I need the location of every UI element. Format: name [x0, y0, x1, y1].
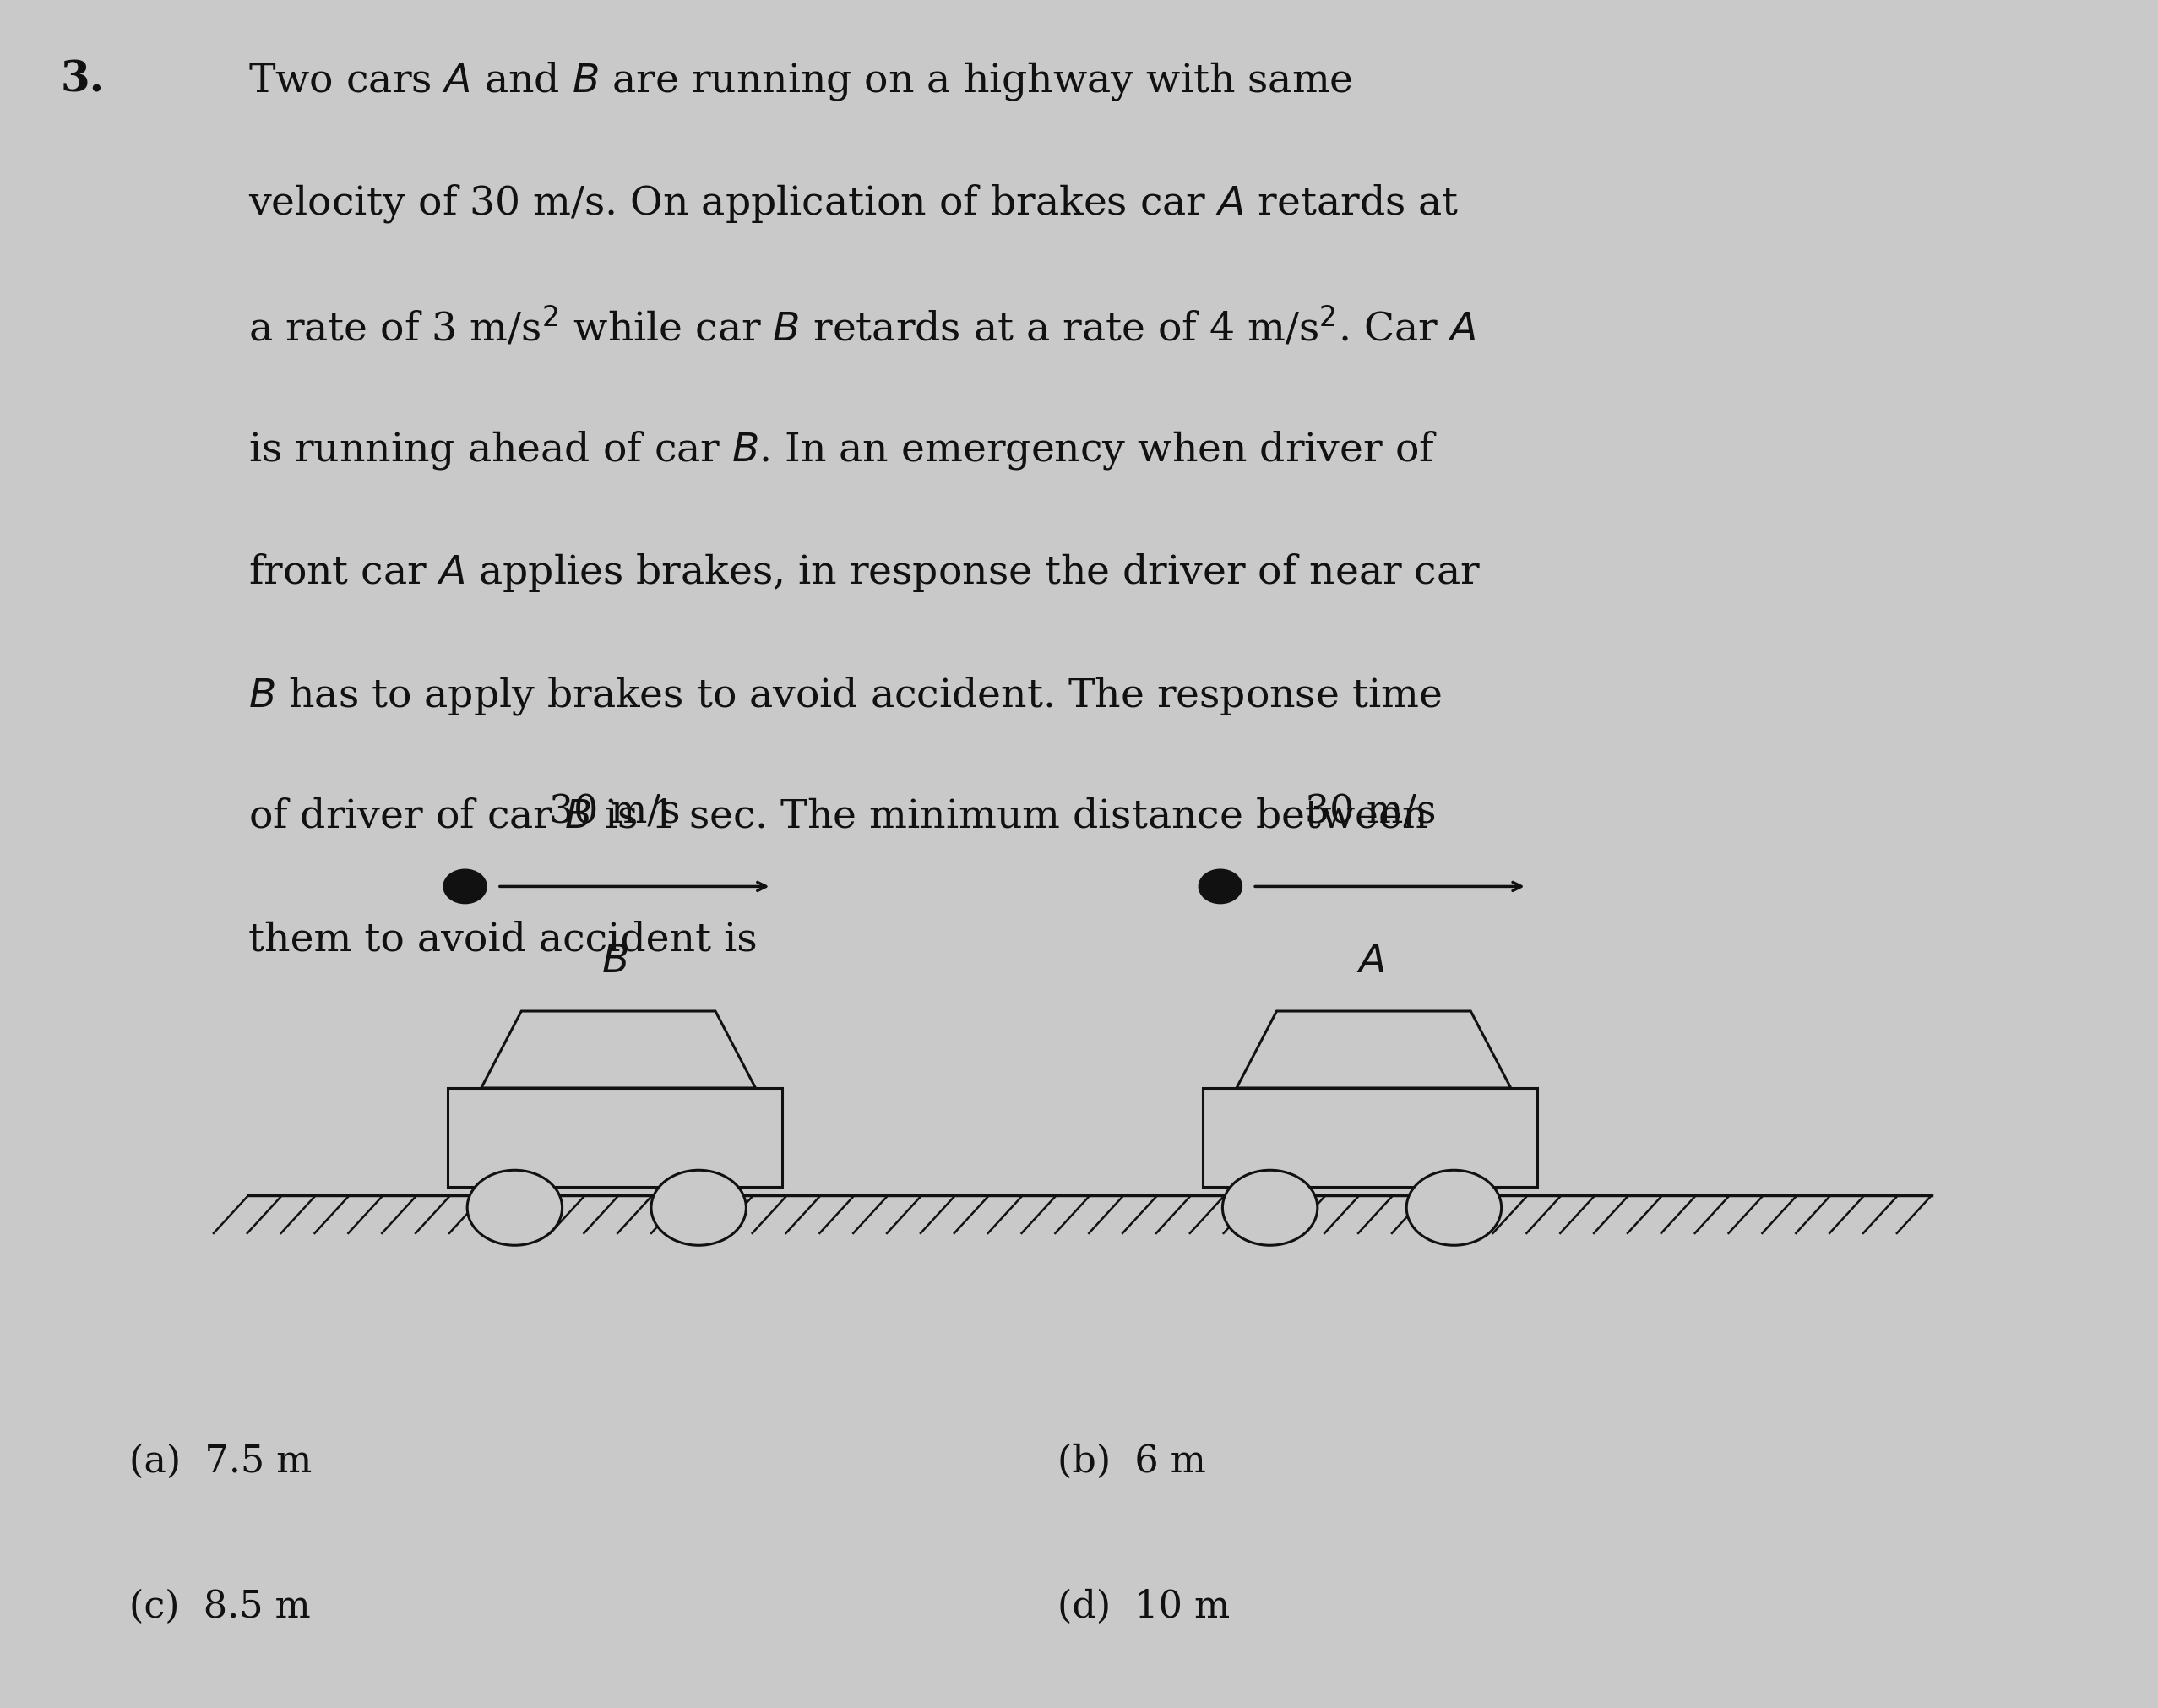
Text: Two cars $A$ and $B$ are running on a highway with same: Two cars $A$ and $B$ are running on a hi…	[248, 60, 1353, 102]
Polygon shape	[481, 1011, 755, 1088]
Bar	[447, 1088, 781, 1187]
Bar	[1204, 1088, 1536, 1187]
Text: (c)  8.5 m: (c) 8.5 m	[129, 1588, 311, 1624]
Circle shape	[1200, 869, 1243, 904]
Text: (a)  7.5 m: (a) 7.5 m	[129, 1443, 313, 1479]
Text: 3.: 3.	[60, 60, 104, 101]
Circle shape	[1407, 1170, 1502, 1245]
Circle shape	[1221, 1170, 1316, 1245]
Text: 30 m/s: 30 m/s	[550, 794, 680, 832]
Polygon shape	[1237, 1011, 1511, 1088]
Text: $B$: $B$	[602, 943, 628, 980]
Text: of driver of car $B$ is 1 sec. The minimum distance between: of driver of car $B$ is 1 sec. The minim…	[248, 798, 1429, 835]
Circle shape	[652, 1170, 747, 1245]
Text: (b)  6 m: (b) 6 m	[1057, 1443, 1206, 1479]
Text: them to avoid accident is: them to avoid accident is	[248, 921, 757, 958]
Text: is running ahead of car $B$. In an emergency when driver of: is running ahead of car $B$. In an emerg…	[248, 429, 1437, 471]
Text: (d)  10 m: (d) 10 m	[1057, 1588, 1230, 1624]
Text: $B$ has to apply brakes to avoid accident. The response time: $B$ has to apply brakes to avoid acciden…	[248, 675, 1442, 717]
Circle shape	[445, 869, 486, 904]
Text: front car $A$ applies brakes, in response the driver of near car: front car $A$ applies brakes, in respons…	[248, 552, 1480, 594]
Text: velocity of 30 m/s. On application of brakes car $A$ retards at: velocity of 30 m/s. On application of br…	[248, 183, 1459, 225]
Text: a rate of 3 m/s$^2$ while car $B$ retards at a rate of 4 m/s$^2$. Car $A$: a rate of 3 m/s$^2$ while car $B$ retard…	[248, 306, 1476, 348]
Text: $A$: $A$	[1355, 943, 1385, 980]
Text: 30 m/s: 30 m/s	[1306, 794, 1435, 832]
Circle shape	[466, 1170, 561, 1245]
